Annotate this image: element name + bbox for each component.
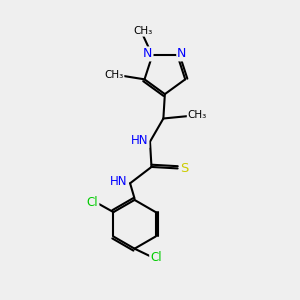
Text: CH₃: CH₃ [188,110,207,120]
Text: HN: HN [110,175,127,188]
Text: Cl: Cl [87,196,98,209]
Text: S: S [180,162,188,175]
Text: CH₃: CH₃ [104,70,124,80]
Text: N: N [143,47,152,60]
Text: HN: HN [131,134,148,147]
Text: Cl: Cl [150,251,162,264]
Text: N: N [177,47,187,60]
Text: CH₃: CH₃ [134,26,153,36]
